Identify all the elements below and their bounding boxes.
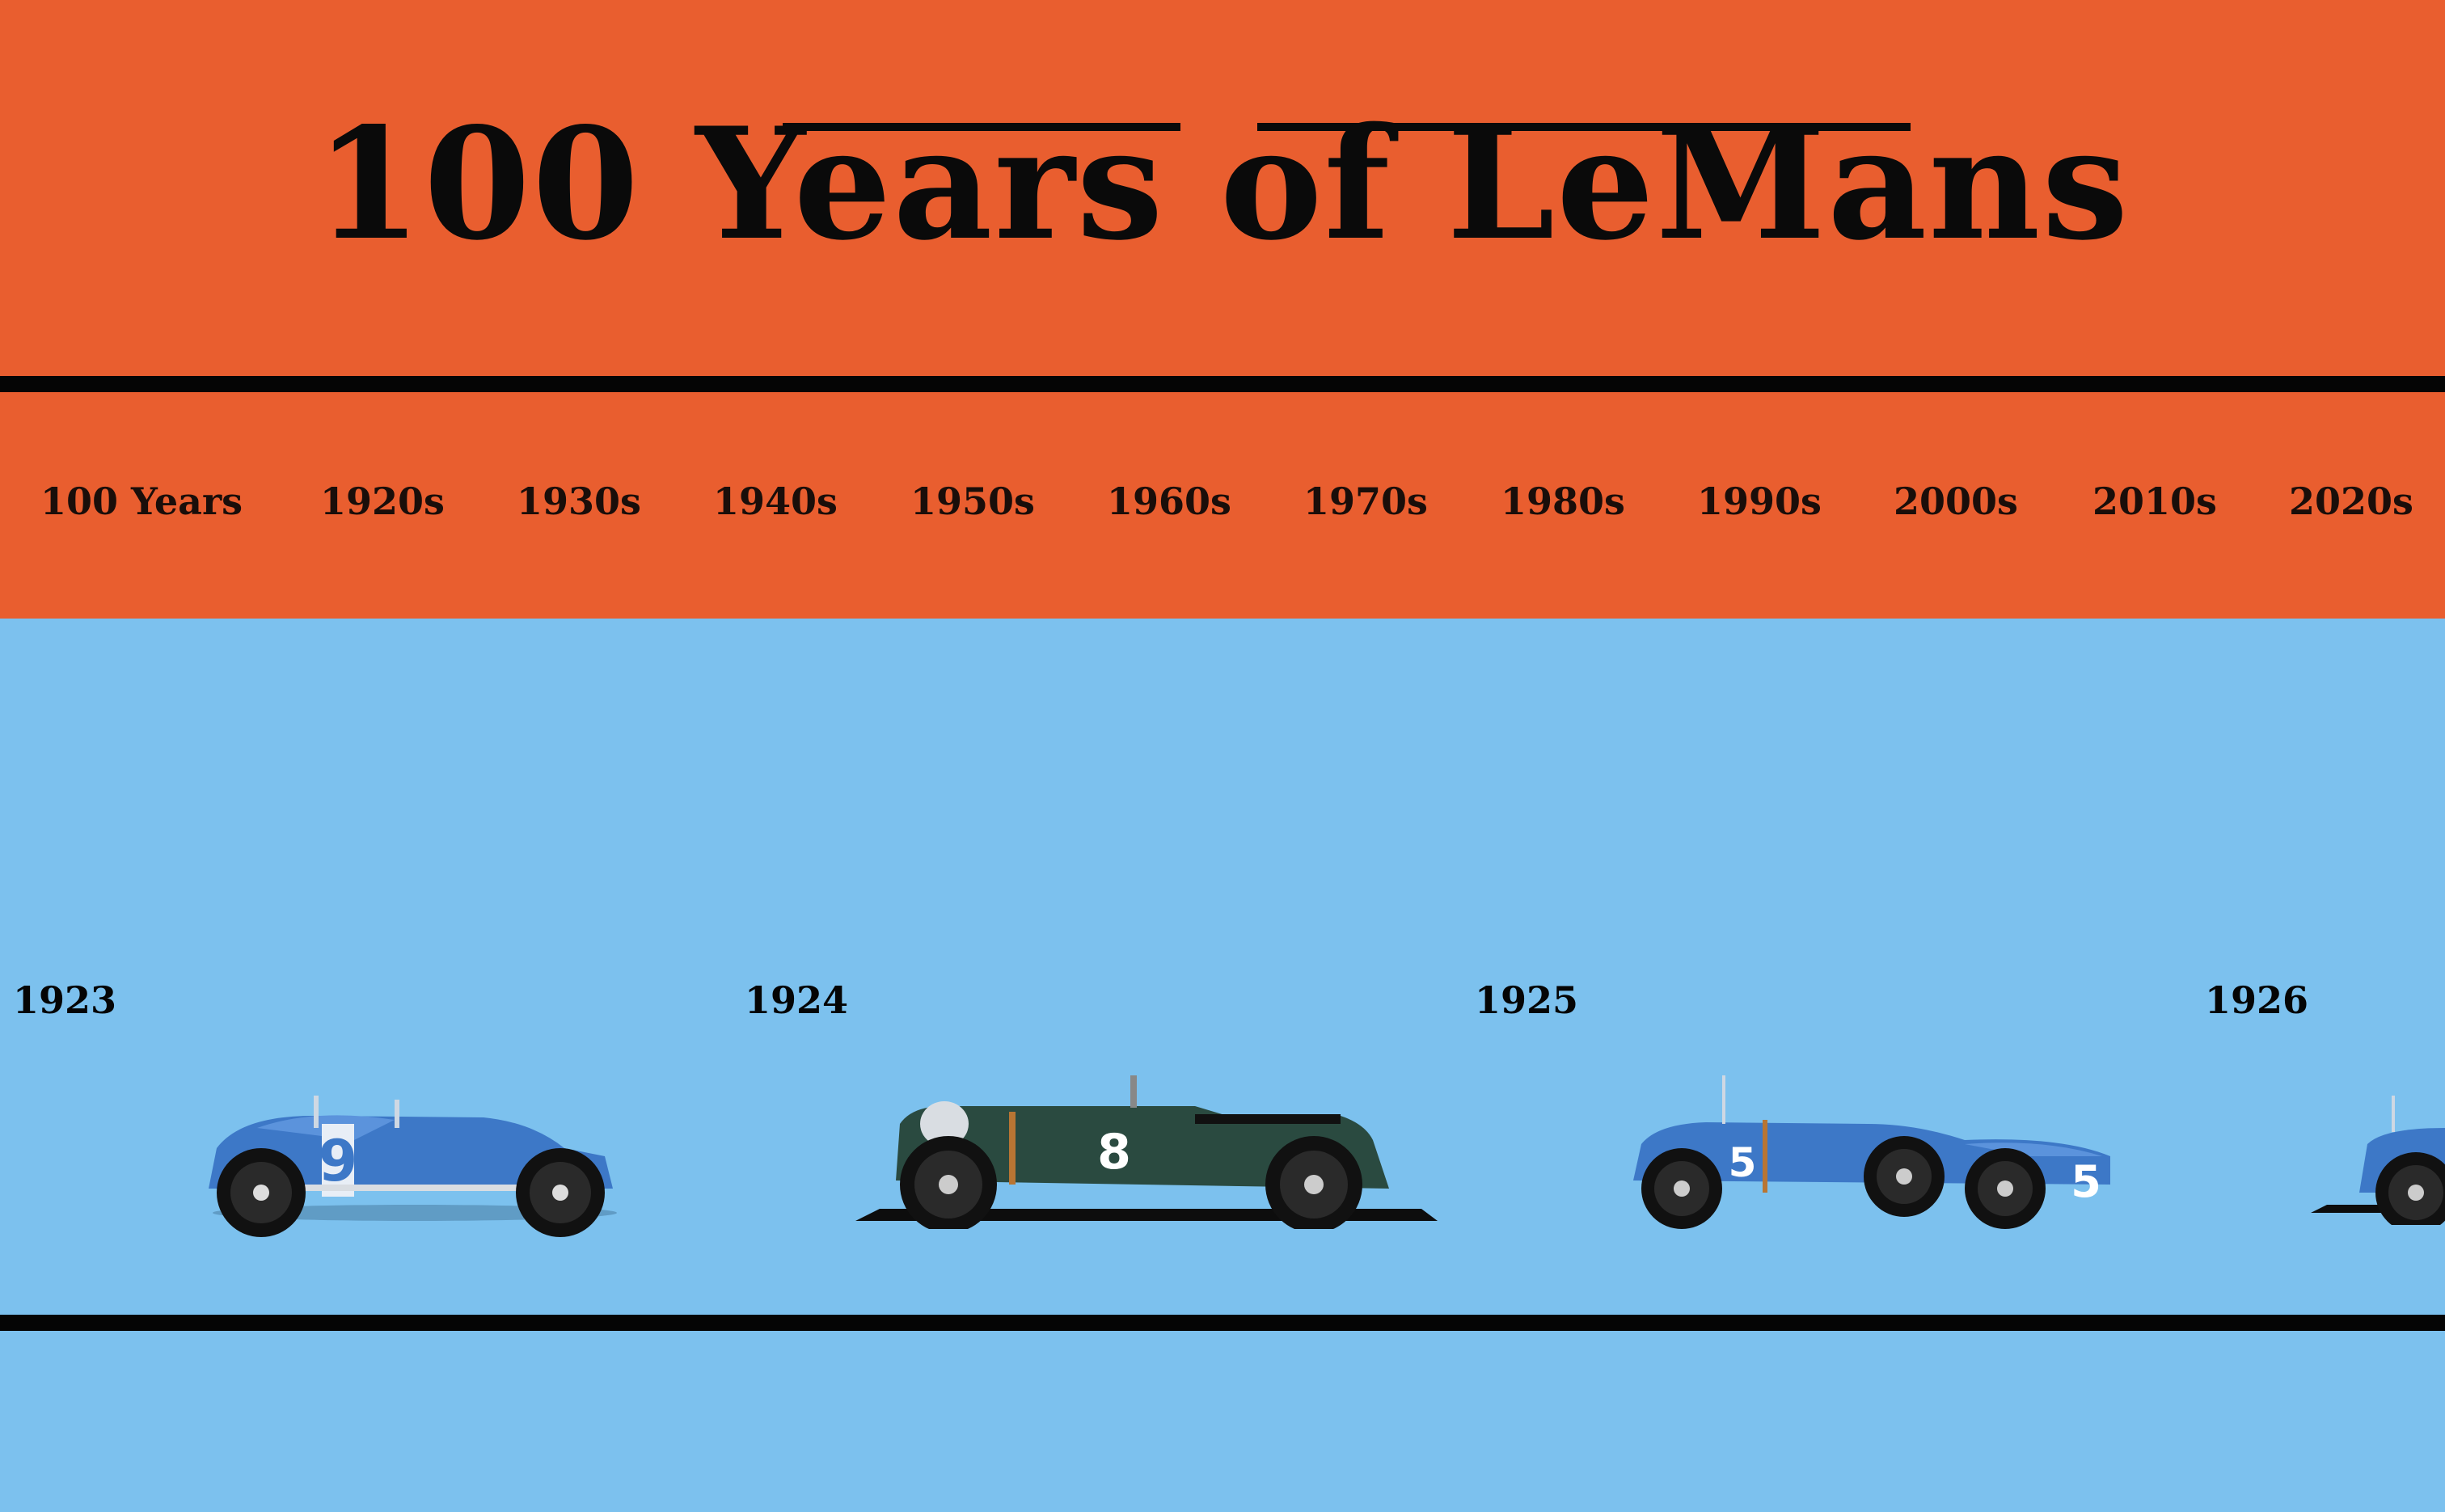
car-number: 9 — [319, 1128, 358, 1194]
nav-item-1980s[interactable]: 1980s — [1501, 479, 1625, 523]
race-car-1925-image[interactable]: 5 5 — [1625, 1043, 2118, 1229]
track-rule — [0, 1315, 2445, 1331]
nav-item-1930s[interactable]: 1930s — [517, 479, 641, 523]
divider — [0, 376, 2445, 392]
nav-item-2000s[interactable]: 2000s — [1894, 479, 2018, 523]
year-label: 1923 — [13, 978, 117, 1022]
race-car-1926-image[interactable] — [2311, 1071, 2445, 1225]
car-number: 8 — [1097, 1124, 1131, 1180]
nav-item-1940s[interactable]: 1940s — [713, 479, 838, 523]
car-number: 5 — [1729, 1139, 1757, 1186]
timeline-track[interactable]: 1923 9 1924 8 1925 — [0, 619, 2445, 1512]
nav-item-1920s[interactable]: 1920s — [320, 479, 445, 523]
decade-nav: 100 Years 1920s 1930s 1940s 1950s 1960s … — [0, 392, 2445, 619]
nav-item-1970s[interactable]: 1970s — [1303, 479, 1428, 523]
header: 100 Years of LeMans — [0, 0, 2445, 376]
nav-item-2010s[interactable]: 2010s — [2092, 479, 2217, 523]
year-label: 1925 — [1475, 978, 1579, 1022]
page-title: 100 Years of LeMans — [315, 94, 2130, 274]
car-number: 5 — [2071, 1156, 2101, 1207]
title-overline — [783, 123, 1180, 131]
race-car-1923-image[interactable]: 9 — [192, 1051, 629, 1237]
year-label: 1926 — [2205, 978, 2309, 1022]
year-label: 1924 — [745, 978, 849, 1022]
nav-item-100-years[interactable]: 100 Years — [40, 479, 243, 523]
nav-item-1960s[interactable]: 1960s — [1107, 479, 1231, 523]
nav-item-2020s[interactable]: 2020s — [2289, 479, 2413, 523]
race-car-1924-image[interactable]: 8 — [855, 1035, 1438, 1229]
nav-item-1950s[interactable]: 1950s — [910, 479, 1035, 523]
title-overline — [1257, 123, 1911, 131]
nav-item-1990s[interactable]: 1990s — [1697, 479, 1822, 523]
